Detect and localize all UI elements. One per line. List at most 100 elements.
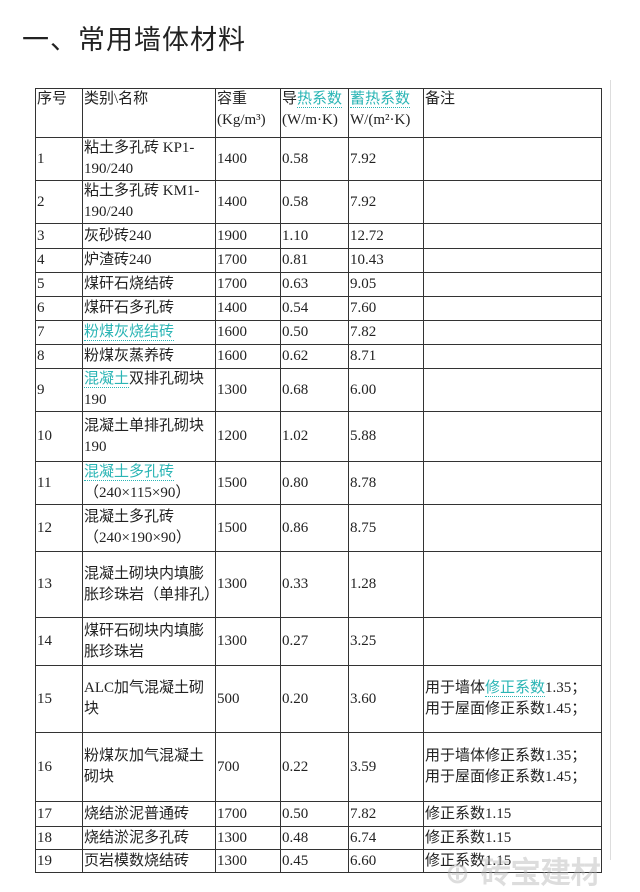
keyword-link[interactable]: 修正系数 [485, 680, 546, 697]
keyword-link[interactable]: 热系数 [297, 91, 343, 108]
cell-conductivity: 0.86 [280, 504, 349, 552]
cell-name: 混凝土多孔砖 （240×115×90） [82, 461, 216, 505]
cell-no: 19 [35, 849, 83, 873]
cell-density: 1300 [215, 617, 281, 666]
cell-name: ALC加气混凝土砌块 [82, 665, 216, 733]
cell-storage: 5.88 [348, 411, 424, 462]
cell-name: 煤矸石砌块内填膨胀珍珠岩 [82, 617, 216, 666]
table-row: 7 粉煤灰烧结砖 1600 0.50 7.82 [35, 320, 602, 345]
cell-name: 混凝土多孔砖 （240×190×90） [82, 504, 216, 552]
cell-density: 1500 [215, 461, 281, 505]
table-row: 10 混凝土单排孔砌块190 1200 1.02 5.88 [35, 411, 602, 462]
cell-storage: 6.74 [348, 826, 424, 850]
cell-text: 烧结淤泥多孔砖 [84, 829, 190, 846]
cell-note [423, 137, 602, 181]
cell-conductivity: 0.50 [280, 801, 349, 827]
cell-storage: 9.05 [348, 272, 424, 297]
cell-text: 用于墙体修正系数1.35；用于屋面修正系数1.45； [425, 748, 587, 785]
cell-conductivity: 0.68 [280, 368, 349, 412]
cell-storage: 7.82 [348, 801, 424, 827]
cell-conductivity: 0.58 [280, 180, 349, 224]
cell-no: 8 [35, 344, 83, 369]
table-row: 13 混凝土砌块内填膨胀珍珠岩（单排孔） 1300 0.33 1.28 [35, 551, 602, 618]
cell-conductivity: 0.63 [280, 272, 349, 297]
cell-density: 1400 [215, 137, 281, 181]
table-row: 15 ALC加气混凝土砌块 500 0.20 3.60 用于墙体修正系数1.35；用于屋面… [35, 665, 602, 733]
cell-text: (W/m·K) [282, 112, 338, 128]
cell-conductivity: 0.50 [280, 320, 349, 345]
cell-density: 1300 [215, 849, 281, 873]
cell-note [423, 180, 602, 224]
cell-conductivity: 0.33 [280, 551, 349, 618]
table-row: 8 粉煤灰蒸养砖 1600 0.62 8.71 [35, 344, 602, 369]
keyword-link[interactable]: 混凝土多孔砖 [84, 464, 175, 481]
table-row: 19 页岩模数烧结砖 1300 0.45 6.60 修正系数1.15 [35, 849, 602, 873]
header-cell: 导热系数 (W/m·K) [280, 88, 349, 138]
keyword-link[interactable]: 蓄热系数 [350, 91, 411, 108]
cell-text: 修正系数1.15 [425, 805, 512, 822]
cell-note [423, 551, 602, 618]
cell-note [423, 223, 602, 249]
cell-conductivity: 0.62 [280, 344, 349, 369]
cell-text: （240×190×90） [84, 530, 191, 546]
cell-conductivity: 0.22 [280, 732, 349, 802]
cell-storage: 7.92 [348, 180, 424, 224]
table-row: 9 混凝土双排孔砌块190 1300 0.68 6.00 [35, 368, 602, 412]
cell-text: 混凝土多孔砖 [84, 509, 175, 525]
cell-storage: 6.00 [348, 368, 424, 412]
cell-name: 混凝土双排孔砌块190 [82, 368, 216, 412]
cell-density: 1600 [215, 320, 281, 345]
cell-text: 双排孔砌块190 [84, 371, 205, 408]
cell-name: 粉煤灰烧结砖 [82, 320, 216, 345]
cell-no: 18 [35, 826, 83, 850]
cell-conductivity: 0.20 [280, 665, 349, 733]
keyword-link[interactable]: 混凝土 [84, 371, 130, 388]
cell-density: 1700 [215, 248, 281, 273]
cell-no: 13 [35, 551, 83, 618]
cell-text: ALC加气混凝土砌块 [84, 680, 205, 717]
cell-text: 粘土多孔砖 KP1-190/240 [84, 140, 195, 177]
cell-name: 混凝土砌块内填膨胀珍珠岩（单排孔） [82, 551, 216, 618]
cell-text: 煤矸石烧结砖 [84, 276, 175, 292]
cell-name: 炉渣砖240 [82, 248, 216, 273]
cell-note [423, 344, 602, 369]
cell-name: 煤矸石烧结砖 [82, 272, 216, 297]
keyword-link[interactable]: 粉煤灰烧结砖 [84, 324, 175, 341]
table-row: 16 粉煤灰加气混凝土砌块 700 0.22 3.59 用于墙体修正系数1.35；用于屋面… [35, 732, 602, 802]
cell-no: 17 [35, 801, 83, 827]
cell-conductivity: 0.58 [280, 137, 349, 181]
cell-conductivity: 0.48 [280, 826, 349, 850]
cell-text: 煤矸石多孔砖 [84, 300, 175, 316]
wall-materials-table: 序号 类别\名称 容重 (Kg/m³) 导热系数 (W/m·K) 蓄热系数 W/(m²·K) 备… [35, 88, 602, 873]
cell-storage: 8.75 [348, 504, 424, 552]
header-cell: 蓄热系数 W/(m²·K) [348, 88, 424, 138]
cell-name: 页岩模数烧结砖 [82, 849, 216, 873]
cell-density: 1700 [215, 801, 281, 827]
cell-text: 灰砂砖240 [84, 227, 152, 244]
cell-name: 粘土多孔砖 KM1-190/240 [82, 180, 216, 224]
cell-no: 5 [35, 272, 83, 297]
cell-density: 1400 [215, 296, 281, 321]
cell-text: 混凝土砌块内填膨胀珍珠岩（单排孔） [84, 565, 216, 603]
cell-conductivity: 0.45 [280, 849, 349, 873]
cell-name: 灰砂砖240 [82, 223, 216, 249]
cell-conductivity: 0.81 [280, 248, 349, 273]
table-row: 1 粘土多孔砖 KP1-190/240 1400 0.58 7.92 [35, 137, 602, 181]
cell-density: 1200 [215, 411, 281, 462]
cell-storage: 3.60 [348, 665, 424, 733]
cell-note [423, 248, 602, 273]
cell-density: 1300 [215, 826, 281, 850]
cell-density: 1700 [215, 272, 281, 297]
cell-conductivity: 0.27 [280, 617, 349, 666]
cell-no: 10 [35, 411, 83, 462]
table-row: 12 混凝土多孔砖 （240×190×90） 1500 0.86 8.75 [35, 504, 602, 552]
cell-density: 700 [215, 732, 281, 802]
cell-no: 11 [35, 461, 83, 505]
cell-no: 1 [35, 137, 83, 181]
table-row: 2 粘土多孔砖 KM1-190/240 1400 0.58 7.92 [35, 180, 602, 224]
cell-text: 类别\名称 [84, 91, 149, 107]
cell-note [423, 461, 602, 505]
cell-text: 粉煤灰蒸养砖 [84, 348, 175, 364]
cell-conductivity: 1.10 [280, 223, 349, 249]
cell-storage: 12.72 [348, 223, 424, 249]
